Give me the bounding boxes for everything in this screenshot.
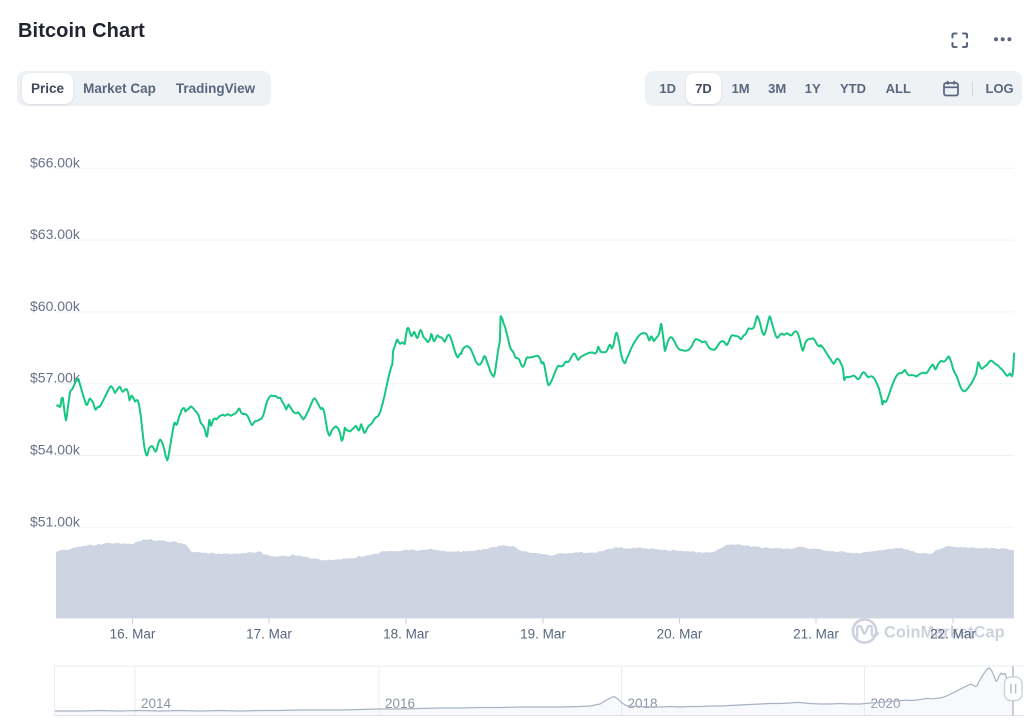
svg-text:22. Mar: 22. Mar — [930, 627, 976, 642]
svg-text:2014: 2014 — [141, 696, 172, 711]
svg-text:20. Mar: 20. Mar — [657, 627, 703, 642]
svg-text:$66.00k: $66.00k — [30, 154, 81, 170]
svg-text:$60.00k: $60.00k — [30, 298, 81, 314]
svg-text:18. Mar: 18. Mar — [383, 627, 429, 642]
svg-text:CoinMarketCap: CoinMarketCap — [884, 624, 1005, 642]
svg-text:$51.00k: $51.00k — [30, 513, 81, 529]
svg-text:$63.00k: $63.00k — [30, 226, 81, 242]
svg-text:$54.00k: $54.00k — [30, 442, 81, 458]
svg-text:17. Mar: 17. Mar — [246, 627, 292, 642]
svg-text:2016: 2016 — [385, 696, 415, 711]
svg-text:21. Mar: 21. Mar — [793, 627, 839, 642]
svg-text:$57.00k: $57.00k — [30, 370, 81, 386]
svg-text:16. Mar: 16. Mar — [110, 627, 156, 642]
svg-text:19. Mar: 19. Mar — [520, 627, 566, 642]
svg-text:2020: 2020 — [871, 696, 901, 711]
